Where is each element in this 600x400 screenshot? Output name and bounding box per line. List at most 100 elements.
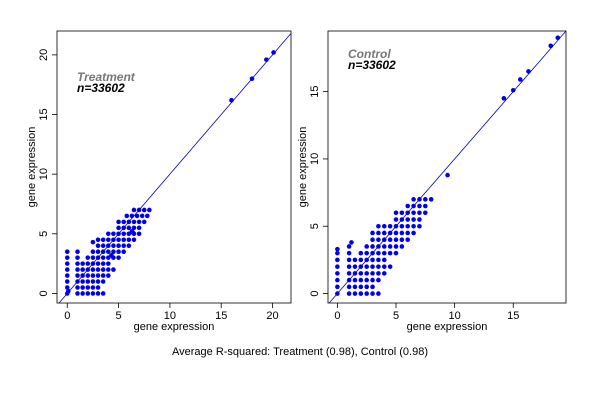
data-point bbox=[80, 285, 85, 290]
data-point bbox=[358, 291, 364, 296]
data-point bbox=[376, 237, 381, 243]
data-point bbox=[335, 277, 340, 283]
x-axis-label: gene expression bbox=[134, 321, 215, 333]
data-point bbox=[399, 223, 405, 229]
data-point bbox=[370, 277, 375, 283]
data-point bbox=[358, 250, 364, 256]
data-point bbox=[417, 217, 422, 222]
data-point bbox=[145, 213, 150, 219]
data-point bbox=[364, 250, 369, 256]
plot-frame bbox=[327, 30, 567, 304]
data-point bbox=[387, 250, 393, 256]
data-point bbox=[85, 255, 91, 260]
data-point bbox=[335, 246, 340, 252]
data-point bbox=[136, 225, 142, 231]
data-point bbox=[106, 237, 111, 243]
data-point bbox=[358, 284, 364, 290]
data-point bbox=[75, 255, 80, 260]
data-point bbox=[100, 255, 106, 260]
data-point bbox=[376, 223, 381, 229]
data-point bbox=[64, 267, 70, 272]
data-point bbox=[381, 250, 387, 256]
data-point bbox=[352, 291, 358, 296]
data-point bbox=[147, 207, 152, 213]
data-point bbox=[381, 230, 387, 236]
data-point bbox=[510, 87, 516, 93]
data-point bbox=[64, 273, 70, 278]
data-point bbox=[358, 257, 364, 263]
data-point bbox=[376, 291, 381, 296]
data-point bbox=[90, 279, 96, 284]
data-point bbox=[90, 291, 96, 296]
data-point bbox=[121, 219, 127, 225]
data-point bbox=[370, 264, 375, 269]
x-axis-label: gene expression bbox=[407, 321, 488, 333]
data-point bbox=[136, 231, 142, 237]
data-point bbox=[131, 207, 137, 213]
y-tick-label: 10 bbox=[38, 168, 50, 180]
data-point bbox=[526, 69, 531, 74]
data-point bbox=[141, 207, 147, 213]
data-point bbox=[130, 230, 136, 235]
data-point bbox=[64, 279, 70, 284]
data-point bbox=[387, 264, 393, 269]
data-point bbox=[423, 203, 428, 209]
data-point bbox=[131, 219, 137, 225]
data-point bbox=[346, 257, 352, 263]
y-tick-label: 15 bbox=[309, 85, 321, 97]
data-point bbox=[370, 291, 375, 296]
data-point bbox=[405, 217, 411, 222]
data-point bbox=[106, 261, 111, 266]
data-point bbox=[381, 264, 387, 269]
data-point bbox=[75, 267, 80, 272]
data-point bbox=[405, 230, 411, 236]
data-point bbox=[399, 210, 405, 216]
data-point bbox=[121, 243, 127, 249]
y-axis-label: gene expression bbox=[297, 127, 309, 208]
data-point bbox=[64, 255, 70, 260]
data-point bbox=[116, 249, 121, 255]
data-point bbox=[90, 239, 96, 245]
data-point bbox=[376, 257, 381, 263]
data-point bbox=[376, 277, 381, 283]
data-point bbox=[116, 255, 121, 260]
data-point bbox=[346, 291, 352, 296]
data-point bbox=[381, 244, 387, 249]
data-point bbox=[445, 172, 450, 178]
x-tick-label: 0 bbox=[334, 310, 340, 322]
data-point bbox=[80, 261, 85, 266]
data-point bbox=[370, 244, 375, 249]
data-point bbox=[393, 210, 399, 216]
data-point bbox=[393, 217, 399, 222]
data-point bbox=[106, 249, 111, 255]
data-point bbox=[399, 244, 405, 249]
data-point bbox=[352, 264, 358, 269]
data-point bbox=[393, 250, 399, 256]
data-point bbox=[364, 264, 369, 269]
data-point bbox=[95, 249, 101, 255]
data-point bbox=[80, 291, 85, 296]
data-point bbox=[90, 249, 96, 255]
data-point bbox=[75, 249, 80, 255]
data-point bbox=[335, 264, 340, 269]
data-point bbox=[376, 264, 381, 269]
data-point bbox=[121, 249, 127, 255]
data-point bbox=[136, 219, 142, 225]
data-point bbox=[352, 257, 358, 263]
data-point bbox=[411, 230, 416, 236]
data-point bbox=[100, 291, 106, 296]
data-point bbox=[352, 277, 358, 283]
y-tick-label: 0 bbox=[38, 290, 50, 296]
figure-caption: Average R-squared: Treatment (0.98), Con… bbox=[172, 346, 428, 358]
data-point bbox=[364, 271, 369, 276]
reference-line bbox=[58, 33, 292, 304]
data-point bbox=[95, 237, 101, 243]
data-point bbox=[423, 210, 428, 216]
x-tick-label: 0 bbox=[64, 310, 70, 322]
data-point bbox=[106, 273, 111, 278]
data-point bbox=[75, 291, 80, 296]
data-point bbox=[517, 77, 523, 82]
data-point bbox=[370, 271, 375, 276]
data-point bbox=[111, 231, 116, 237]
